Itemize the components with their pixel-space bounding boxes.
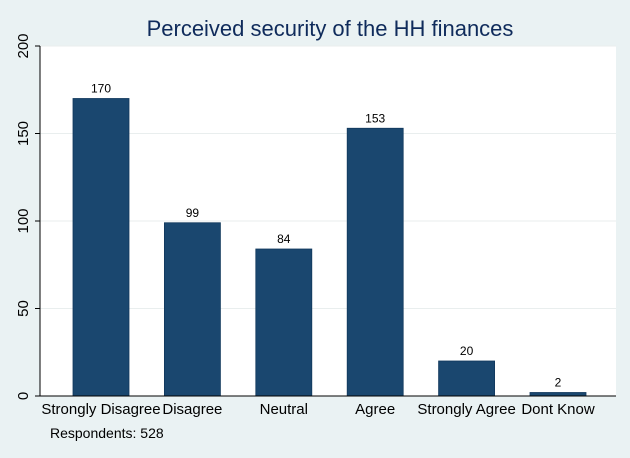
- x-category-label-0: Strongly Disagree: [41, 401, 160, 418]
- x-axis: Strongly Disagree Disagree Neutral Agree Str…: [40, 395, 616, 418]
- bar-value-labels: 170 99 84 153 20 2: [91, 82, 562, 390]
- x-category-label-5: Dont Know: [521, 401, 595, 418]
- y-tick-label-3: 150: [15, 121, 32, 146]
- y-tick-label-1: 50: [15, 300, 32, 317]
- y-tick-label-0: 0: [15, 392, 32, 400]
- y-tick-label-2: 100: [15, 208, 32, 233]
- y-tick-label-4: 200: [15, 33, 32, 58]
- bar-value-label-0: 170: [91, 82, 111, 96]
- bar-value-label-4: 20: [460, 344, 474, 358]
- bar-0: [72, 98, 130, 397]
- bar-value-label-3: 153: [365, 111, 385, 125]
- bar-3: [346, 127, 404, 397]
- bar-5: [529, 392, 587, 397]
- bar-value-label-5: 2: [555, 376, 562, 390]
- x-category-label-2: Neutral: [260, 401, 308, 418]
- y-axis: 0 50 100 150 200: [15, 33, 41, 400]
- x-category-label-3: Agree: [355, 401, 395, 418]
- bar-value-label-1: 99: [186, 206, 200, 220]
- bar-4: [438, 360, 496, 397]
- x-category-label-4: Strongly Agree: [417, 401, 515, 418]
- respondents-note: Respondents: 528: [50, 425, 164, 441]
- bar-2: [255, 248, 313, 397]
- bars: [72, 98, 587, 397]
- bar-value-label-2: 84: [277, 232, 291, 246]
- x-category-label-1: Disagree: [162, 401, 222, 418]
- grid-lines: [40, 45, 616, 309]
- bar-1: [163, 222, 221, 397]
- chart-title: Perceived security of the HH finances: [147, 16, 514, 41]
